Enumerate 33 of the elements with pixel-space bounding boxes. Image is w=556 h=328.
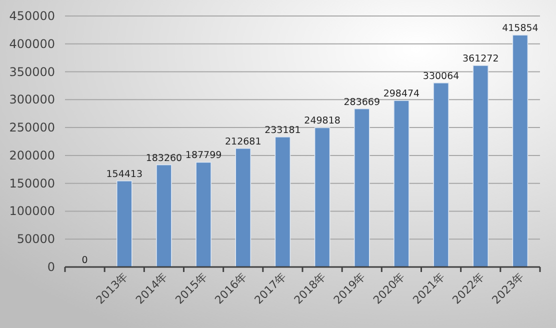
bar — [314, 127, 330, 268]
data-label: 330064 — [422, 70, 460, 82]
data-label: 0 — [82, 255, 88, 266]
bar — [274, 136, 291, 268]
bar — [472, 65, 489, 268]
bar — [156, 164, 172, 268]
y-tick-label: 400000 — [9, 36, 55, 51]
data-label: 298474 — [383, 88, 420, 100]
data-label: 283669 — [344, 96, 380, 108]
y-tick-label: 0 — [47, 260, 55, 274]
y-tick-label: 450000 — [9, 9, 55, 23]
bar — [512, 34, 528, 268]
y-tick-label: 350000 — [9, 64, 55, 79]
data-label: 183260 — [146, 152, 182, 164]
bar — [354, 108, 370, 268]
data-label: 361272 — [462, 53, 499, 64]
bar — [116, 180, 132, 268]
y-tick-label: 150000 — [9, 176, 55, 190]
bar — [433, 82, 449, 268]
y-tick-label: 50000 — [16, 232, 55, 246]
bar — [394, 100, 410, 268]
y-tick-label: 250000 — [9, 120, 55, 135]
data-label: 415854 — [502, 23, 538, 34]
bar — [196, 162, 212, 268]
data-label: 154413 — [106, 168, 143, 180]
y-tick-label: 100000 — [9, 204, 55, 218]
y-tick-label: 200000 — [9, 148, 55, 162]
data-label: 212681 — [224, 136, 262, 148]
y-tick-label: 300000 — [9, 92, 55, 107]
data-label: 187799 — [185, 150, 222, 162]
bar — [235, 148, 252, 268]
data-label: 233181 — [264, 124, 301, 136]
data-label: 249818 — [304, 116, 340, 127]
